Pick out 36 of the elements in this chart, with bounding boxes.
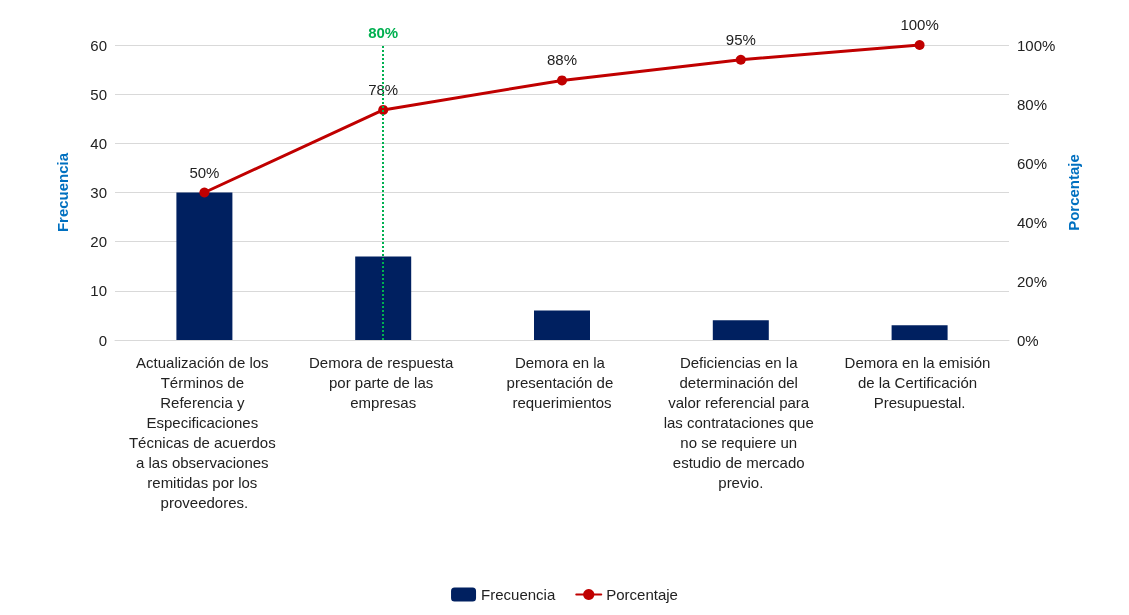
x-tick-label: Demora en la emisión de la Certificación Presupuestal. bbox=[844, 353, 995, 411]
y2-tick-label: 40% bbox=[1017, 213, 1048, 231]
bar bbox=[891, 325, 948, 340]
point bbox=[735, 54, 746, 65]
point bbox=[557, 75, 567, 86]
point bbox=[914, 40, 925, 50]
y-tick-label: 50 bbox=[90, 85, 107, 103]
y2-tick-label: 100% bbox=[1017, 36, 1056, 54]
y2-axis-title: Porcentaje bbox=[1065, 154, 1083, 231]
data-label: 95% bbox=[725, 30, 756, 48]
bar bbox=[534, 310, 590, 340]
y-tick-label: 30 bbox=[90, 184, 107, 201]
point bbox=[199, 187, 210, 198]
x-tick-label: Deficiencias en la determinación del valor referencial para las contrataciones que no se requiere un estudio de mercado previo. bbox=[663, 353, 818, 491]
y-axis-title: Frecuencia bbox=[54, 152, 71, 233]
data-label: 88% bbox=[546, 51, 578, 69]
y-tick-label: 0 bbox=[98, 331, 107, 349]
y2-tick-label: 0% bbox=[1017, 331, 1039, 349]
y-tick-label: 20 bbox=[90, 233, 107, 251]
y2-tick-label: 20% bbox=[1017, 272, 1048, 290]
y-tick-label: 10 bbox=[90, 282, 107, 300]
y-tick-label: 60 bbox=[90, 36, 107, 54]
bar bbox=[176, 192, 233, 340]
bar bbox=[355, 256, 412, 340]
legend-label: Frecuencia bbox=[481, 586, 556, 603]
legend-label: Porcentaje bbox=[606, 586, 678, 603]
x-tick-label: Actualización de los Términos de Referencia y Especificaciones Técnicas de acuerdos a las observaciones remitidas por los proveedores. bbox=[128, 353, 280, 511]
data-label: 100% bbox=[900, 16, 939, 33]
y2-tick-label: 80% bbox=[1017, 95, 1048, 113]
y-tick-label: 40 bbox=[90, 134, 107, 152]
ref-line-label: 80% bbox=[368, 24, 399, 41]
x-tick-label: Demora de respuesta por parte de las empresas bbox=[308, 353, 458, 411]
x-tick-label: Demora en la presentación de requerimientos bbox=[506, 353, 618, 411]
bar bbox=[712, 320, 769, 340]
data-label: 50% bbox=[189, 163, 220, 181]
y2-tick-label: 60% bbox=[1017, 154, 1048, 172]
